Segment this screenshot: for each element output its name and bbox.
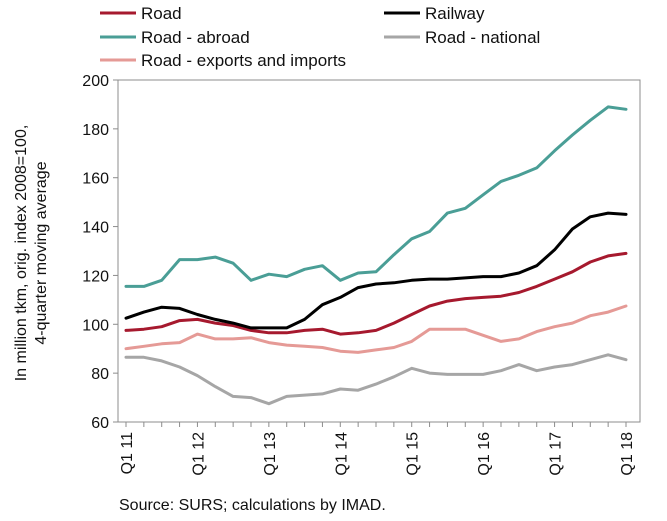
x-tick-label: Q1 17: [548, 432, 565, 476]
series-line-road-abroad: [124, 105, 628, 288]
y-tick-label: 160: [82, 171, 109, 188]
series-lines: [124, 105, 628, 406]
plot-frame: [117, 79, 641, 423]
series-line-railway: [124, 211, 628, 330]
series-line-road-national: [124, 353, 628, 406]
x-tick-label: Q1 16: [476, 432, 493, 476]
y-tick-label: 140: [82, 220, 109, 237]
y-tick-label: 120: [82, 268, 109, 285]
x-axis: Q1 11 Q1 12 Q1 13 Q1 14 Q1 15 Q1 16 Q1 17 Q1 18: [119, 422, 636, 476]
x-tick-label: Q1 11: [119, 432, 136, 475]
series-line-road: [124, 251, 628, 336]
source-note: Source: SURS; calculations by IMAD.: [119, 497, 386, 514]
plot-area-border: [117, 79, 641, 423]
legend-label: Railway: [425, 4, 485, 23]
x-tick-label: Q1 14: [333, 432, 350, 476]
legend-label: Road - national: [425, 28, 540, 47]
y-tick-label: 60: [91, 415, 109, 432]
y-axis-title-line: 4-quarter moving average: [33, 161, 50, 344]
legend-label: Road: [141, 4, 182, 23]
series-line-road-exports-and-imports: [124, 304, 628, 354]
legend-label: Road - abroad: [141, 28, 250, 47]
x-tick-label: Q1 15: [405, 432, 422, 476]
x-tick-label: Q1 12: [190, 432, 207, 476]
legend-label: Road - exports and imports: [141, 51, 346, 70]
y-axis: 60 80 100 120 140 160 180 200: [82, 73, 118, 432]
y-tick-label: 100: [82, 317, 109, 334]
x-tick-label: Q1 13: [262, 432, 279, 476]
y-axis-title-line: In million tkm, orig. index 2008=100,: [13, 125, 30, 382]
legend: Road Road - abroad Road - exports and impo…: [100, 4, 540, 70]
y-tick-label: 180: [82, 122, 109, 139]
x-tick-label: Q1 18: [619, 432, 636, 476]
y-axis-title: In million tkm, orig. index 2008=100, 4-q…: [13, 125, 50, 382]
y-tick-label: 80: [91, 366, 109, 383]
y-tick-label: 200: [82, 73, 109, 90]
